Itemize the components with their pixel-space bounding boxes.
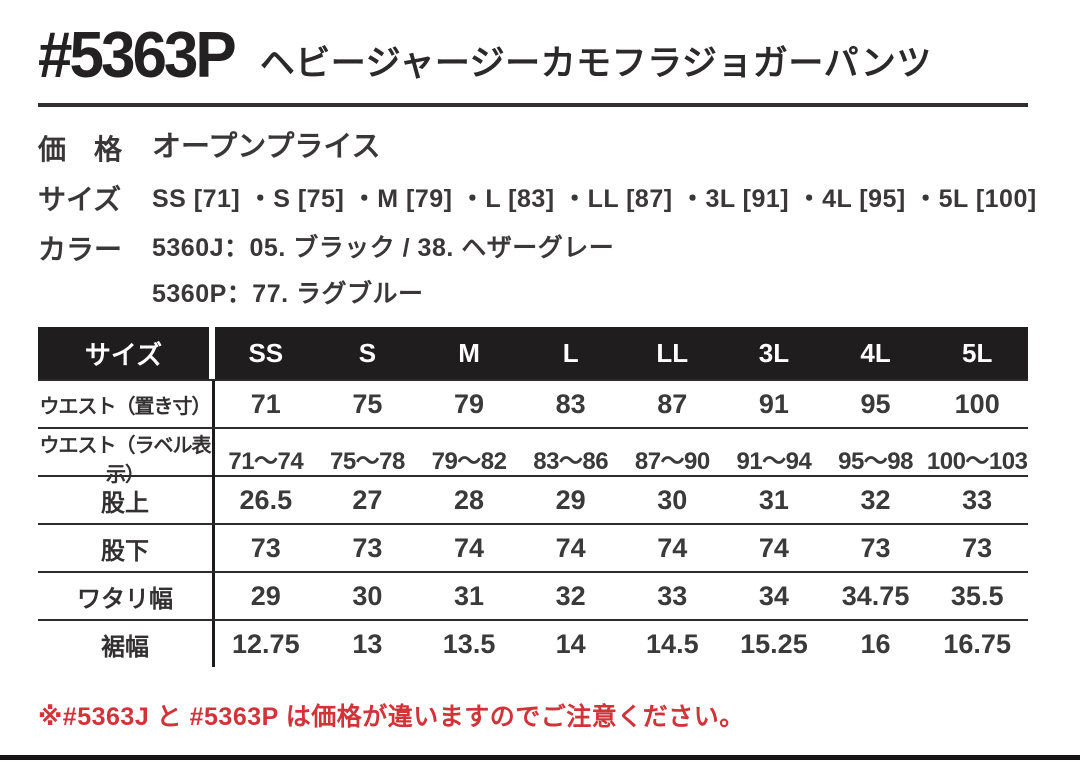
table-cell: 30	[352, 580, 383, 611]
title-divider-rule	[38, 103, 1028, 107]
row-label: ワタリ幅	[38, 573, 215, 619]
table-row-waist-label: ウエスト（ラベル表示） 71〜74 75〜78 79〜82 83〜86 87〜9…	[38, 427, 1028, 487]
table-cell: 35.5	[950, 580, 1004, 611]
table-header-cell: LL	[656, 337, 689, 368]
table-cell: 74	[657, 532, 688, 563]
table-cell: 71〜74	[228, 447, 304, 475]
table-cell: 28	[454, 484, 485, 515]
table-cell: 30	[657, 484, 688, 515]
table-cell: 75	[352, 388, 383, 419]
table-cell: 26.5	[239, 484, 293, 515]
table-cell: 12.75	[232, 628, 300, 659]
table-cell: 16	[860, 628, 891, 659]
title-row: #5363P ヘビージャージーカモフラジョガーパンツ	[0, 0, 1080, 92]
size-lineup-value: SS [71] ・S [75] ・M [79] ・L [83] ・LL [87]…	[152, 185, 1037, 213]
table-header-size-label: サイズ	[38, 327, 215, 379]
row-label: ウエスト（ラベル表示）	[38, 429, 215, 487]
table-row-waist-flat: ウエスト（置き寸） 71 75 79 83 87 91 95 100	[38, 379, 1028, 427]
table-cell: 95〜98	[838, 447, 913, 475]
info-labels-column: 価 格 サイズ カラー	[38, 107, 122, 317]
table-cell: 32	[860, 484, 891, 515]
table-cell: 83	[555, 388, 586, 419]
info-values-column: オープンプライス SS [71] ・S [75] ・M [79] ・L [83]…	[122, 107, 1037, 317]
table-cell: 91	[758, 388, 789, 419]
table-cell: 34	[758, 580, 789, 611]
table-cell: 74	[555, 532, 586, 563]
table-header-cell: L	[562, 337, 579, 368]
table-cell: 15.25	[740, 628, 808, 659]
table-row-rise: 股上 26.5 27 28 29 30 31 32 33	[38, 475, 1028, 523]
table-cell: 75〜78	[329, 447, 405, 475]
bottom-rule	[0, 755, 1080, 760]
row-label: 裾幅	[38, 621, 215, 667]
table-cell: 100	[954, 388, 1000, 419]
color-value-line-2: 5360P：77. ラグブルー	[152, 280, 424, 308]
table-cell: 73	[962, 532, 993, 563]
table-cell: 13	[352, 628, 383, 659]
table-cell: 29	[250, 580, 281, 611]
size-label: サイズ	[38, 184, 122, 215]
table-row-inseam: 股下 73 73 74 74 74 74 73 73	[38, 523, 1028, 571]
table-cell: 83〜86	[533, 447, 609, 475]
price-label: 価 格	[38, 134, 123, 165]
table-cell: 33	[962, 484, 993, 515]
table-header-cell: 4L	[860, 337, 891, 368]
table-cell: 27	[352, 484, 383, 515]
table-cell: 71	[250, 388, 281, 419]
table-cell: 16.75	[943, 628, 1011, 659]
price-caution-note: ※#5363J と #5363P は価格が違いますのでご注意ください。	[38, 703, 745, 731]
table-row-hem-width: 裾幅 12.75 13 13.5 14 14.5 15.25 16 16.75	[38, 619, 1028, 667]
product-code: #5363P	[38, 19, 237, 92]
table-header-row: サイズ SS S M L LL 3L 4L 5L	[38, 327, 1028, 379]
table-header-cell: SS	[248, 337, 284, 368]
table-cell: 79〜82	[431, 447, 507, 475]
table-row-thigh-width: ワタリ幅 29 30 31 32 33 34 34.75 35.5	[38, 571, 1028, 619]
table-header-cell: 3L	[758, 337, 790, 368]
table-cell: 87	[657, 388, 688, 419]
table-cell: 29	[555, 484, 586, 515]
color-label: カラー	[38, 234, 123, 265]
table-cell: 79	[454, 388, 485, 419]
table-header-cell: 5L	[962, 337, 993, 368]
table-cell: 33	[657, 580, 688, 611]
table-cell: 74	[454, 532, 485, 563]
table-cell: 91〜94	[736, 447, 812, 475]
table-cell: 34.75	[841, 580, 910, 611]
price-value: オープンプライス	[152, 131, 381, 163]
table-cell: 31	[758, 484, 789, 515]
table-cell: 73	[250, 532, 281, 563]
table-header-cell: M	[458, 337, 480, 368]
table-cell: 73	[860, 532, 891, 563]
table-cell: 13.5	[442, 628, 496, 659]
table-cell: 87〜90	[634, 447, 710, 475]
product-info-block: 価 格 サイズ カラー オープンプライス SS [71] ・S [75] ・M …	[38, 107, 1036, 317]
row-label: 股上	[38, 477, 215, 523]
table-cell: 73	[352, 532, 383, 563]
row-label: 股下	[38, 525, 215, 571]
table-cell: 14.5	[646, 628, 699, 659]
table-header-cell: S	[358, 337, 377, 368]
table-cell: 100〜103	[926, 447, 1028, 475]
table-cell: 74	[758, 532, 789, 563]
table-cell: 31	[454, 580, 485, 611]
table-cell: 32	[555, 580, 586, 611]
row-label: ウエスト（置き寸）	[38, 381, 215, 427]
size-spec-table: サイズ SS S M L LL 3L 4L 5L ウエスト（置き寸） 71 75…	[38, 327, 1028, 667]
table-cell: 95	[860, 388, 891, 419]
table-cell: 14	[555, 628, 586, 659]
product-name: ヘビージャージーカモフラジョガーパンツ	[259, 44, 932, 83]
color-value-line-1: 5360J：05. ブラック / 38. ヘザーグレー	[152, 234, 615, 262]
